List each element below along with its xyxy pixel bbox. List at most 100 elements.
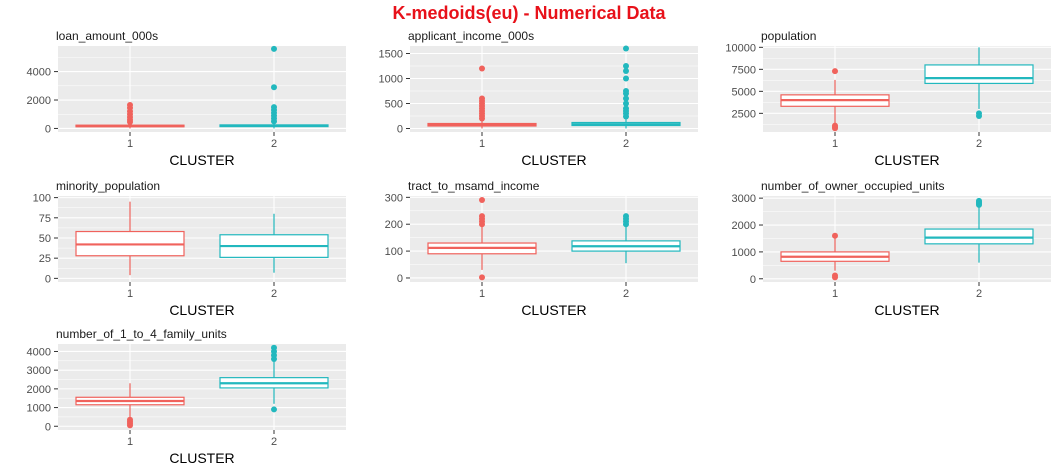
outlier-point: [271, 104, 277, 111]
x-axis-label: CLUSTER: [169, 152, 234, 168]
outlier-point: [832, 122, 838, 129]
box-cluster-2: [219, 344, 329, 413]
box-cluster-1: [427, 197, 537, 281]
y-tick-label: 1000: [732, 247, 756, 259]
y-tick-label: 200: [385, 219, 403, 231]
boxplot-tract-to-msamd-income: tract_to_msamd_income 0 100 200 300 1 2 CLUSTER: [385, 179, 698, 318]
boxplot-loan-amount: loan_amount_000s 0 2000 4000 1 2 CLUSTER: [27, 29, 346, 168]
y-tick-label: 75: [39, 213, 51, 225]
panel-title: number_of_owner_occupied_units: [761, 179, 944, 193]
y-tick-label: 4000: [27, 67, 51, 79]
outlier-point: [832, 272, 838, 279]
outlier-point: [623, 68, 629, 74]
box-cluster-1: [427, 65, 537, 129]
outlier-point: [271, 84, 277, 91]
outlier-point: [127, 416, 133, 423]
x-tick-label: 1: [832, 138, 838, 150]
panel-owner-occupied-units: number_of_owner_occupied_units 0 1000 2000 3…: [715, 178, 1055, 320]
panel-minority-population: minority_population 0 25 50 75 100 1 2 CLUSTER: [10, 178, 350, 320]
box-cluster-2: [571, 213, 681, 264]
x-tick-label: 1: [479, 288, 485, 300]
box-cluster-2: [219, 213, 329, 273]
x-tick-label: 2: [976, 138, 982, 150]
y-tick-label: 1000: [27, 403, 51, 415]
y-tick-label: 0: [397, 124, 403, 136]
box-cluster-1: [780, 232, 890, 281]
box-cluster-1: [780, 68, 890, 132]
panel-tract-to-msamd-income: tract_to_msamd_income 0 100 200 300 1 2 CLUSTER: [362, 178, 702, 320]
boxplot-owner-occupied-units: number_of_owner_occupied_units 0 1000 2000 3…: [732, 179, 1051, 318]
y-tick-label: 2000: [732, 220, 756, 232]
iqr-box: [924, 228, 1034, 245]
box-cluster-2: [219, 45, 329, 129]
y-tick-label: 2000: [27, 384, 51, 396]
panel-title: minority_population: [56, 179, 160, 193]
boxplot-applicant-income: applicant_income_000s 0 500 1000 1500 1 2 CLUST…: [379, 29, 698, 168]
y-tick-label: 5000: [732, 86, 756, 98]
y-tick-label: 3000: [27, 365, 51, 377]
outlier-point: [271, 45, 277, 52]
y-tick-label: 2000: [27, 95, 51, 107]
x-axis-label: CLUSTER: [874, 152, 939, 168]
outlier-point: [623, 88, 629, 94]
outlier-point: [623, 100, 629, 107]
panel-family-units: number_of_1_to_4_family_units 0 1000 2000 30…: [10, 326, 350, 468]
x-tick-label: 2: [976, 288, 982, 300]
box-cluster-2: [571, 45, 681, 129]
panel-title: number_of_1_to_4_family_units: [56, 327, 227, 341]
panel-title: tract_to_msamd_income: [408, 179, 540, 193]
outlier-point: [623, 95, 629, 102]
y-tick-label: 100: [33, 193, 51, 205]
y-tick-label: 0: [750, 274, 756, 286]
panel-title: loan_amount_000s: [56, 29, 158, 43]
box-cluster-2: [924, 47, 1034, 119]
panel-loan-amount: loan_amount_000s 0 2000 4000 1 2 CLUSTER: [10, 28, 350, 170]
y-tick-label: 3000: [732, 193, 756, 205]
y-tick-label: 50: [39, 233, 51, 245]
outlier-point: [127, 101, 133, 108]
outlier-point: [976, 197, 982, 204]
outlier-point: [479, 95, 485, 102]
outlier-point: [623, 75, 629, 82]
boxplot-minority-population: minority_population 0 25 50 75 100 1 2 CLUSTER: [33, 179, 346, 318]
outlier-point: [479, 213, 485, 220]
y-tick-label: 10000: [725, 42, 756, 54]
y-tick-label: 0: [45, 421, 51, 433]
x-axis-label: CLUSTER: [521, 302, 586, 318]
outlier-point: [479, 65, 485, 72]
y-tick-label: 1500: [379, 49, 403, 61]
outlier-point: [479, 197, 485, 204]
box-cluster-2: [924, 197, 1034, 263]
outlier-point: [623, 105, 629, 112]
outlier-point: [271, 406, 277, 413]
x-tick-label: 2: [623, 138, 629, 150]
box-cluster-1: [75, 101, 185, 129]
plot-background: [763, 46, 1051, 132]
panel-applicant-income: applicant_income_000s 0 500 1000 1500 1 2 CLUST…: [362, 28, 702, 170]
panel-title: applicant_income_000s: [408, 29, 534, 43]
outlier-point: [271, 344, 277, 351]
boxplot-population: population 2500 5000 7500 10000 1 2 CLUSTER: [725, 29, 1051, 168]
x-axis-label: CLUSTER: [169, 302, 234, 318]
y-tick-label: 1000: [379, 74, 403, 86]
panel-title: population: [761, 29, 816, 43]
x-tick-label: 2: [271, 288, 277, 300]
outlier-point: [832, 232, 838, 239]
y-tick-label: 4000: [27, 346, 51, 358]
plot-background: [410, 196, 698, 282]
y-tick-label: 2500: [732, 108, 756, 120]
y-tick-label: 0: [45, 273, 51, 285]
y-tick-label: 7500: [732, 64, 756, 76]
outlier-point: [832, 68, 838, 75]
x-tick-label: 2: [271, 436, 277, 448]
box-cluster-1: [75, 201, 185, 276]
y-tick-label: 500: [385, 99, 403, 111]
plot-background: [58, 46, 346, 132]
x-tick-label: 1: [832, 288, 838, 300]
x-axis-label: CLUSTER: [169, 450, 234, 466]
x-tick-label: 2: [623, 288, 629, 300]
x-tick-label: 2: [271, 138, 277, 150]
y-tick-label: 0: [397, 273, 403, 285]
chart-title: K-medoids(eu) - Numerical Data: [392, 3, 666, 23]
plot-background: [410, 46, 698, 132]
